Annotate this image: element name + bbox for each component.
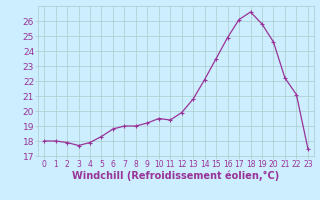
X-axis label: Windchill (Refroidissement éolien,°C): Windchill (Refroidissement éolien,°C) (72, 171, 280, 181)
